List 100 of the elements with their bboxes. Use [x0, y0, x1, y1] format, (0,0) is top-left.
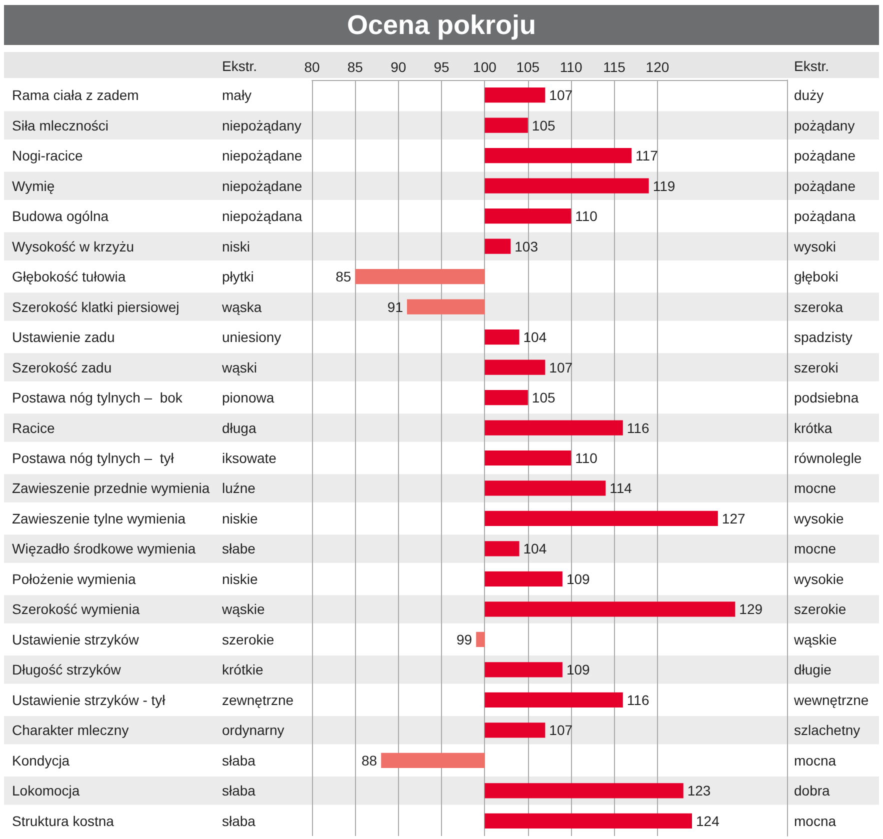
y-tick-label: Struktura kostna [12, 812, 114, 829]
text: wąska [221, 298, 262, 315]
x-tick-label: 120 [646, 59, 670, 75]
y-tick-label: Szerokość wymienia [12, 601, 140, 618]
y-tick-label: Lokomocja [12, 782, 80, 799]
text: Ekstr. [222, 58, 258, 74]
bar [484, 450, 572, 466]
y-tick-label: Kondycja [12, 752, 70, 768]
data-label: 114 [610, 480, 632, 496]
y-tick-label: Siła mleczności [12, 117, 108, 134]
text: wewnętrzne [793, 692, 869, 708]
y-tick-label: Rama ciała z zadem [12, 87, 139, 104]
data-label: 107 [549, 722, 573, 738]
y-tick-label: Ustawienie zadu [12, 329, 115, 346]
text: Ekstr. [794, 58, 830, 74]
text: wąski [221, 359, 258, 376]
text: mały [222, 87, 252, 104]
text: mocna [794, 752, 836, 768]
bar [484, 178, 649, 194]
text: głęboki [794, 268, 838, 285]
text: pożądane [794, 178, 856, 194]
x-tick-label: 110 [560, 59, 582, 75]
text: dobra [794, 782, 830, 799]
text: szlachetny [794, 722, 860, 738]
text: niskie [222, 510, 258, 526]
x-tick-label: 85 [347, 59, 364, 75]
text: krótka [794, 420, 832, 436]
data-label: 104 [523, 329, 547, 346]
x-tick-label: 115 [603, 59, 626, 75]
y-tick-label: Charakter mleczny [12, 722, 129, 738]
text: zewnętrzne [222, 692, 294, 708]
y-tick-label: Budowa ogólna [12, 208, 109, 224]
bar [484, 329, 520, 345]
y-tick-label: Szerokość klatki piersiowej [12, 298, 180, 315]
text: wysokie [793, 510, 844, 526]
text: pożądana [794, 208, 856, 224]
text: mocne [794, 540, 836, 557]
bar [476, 632, 485, 647]
text: niepożądane [222, 178, 302, 194]
text: wąskie [793, 631, 838, 648]
bar [484, 390, 528, 406]
data-label: 116 [626, 692, 650, 708]
data-label: 109 [566, 662, 590, 678]
bar [484, 602, 736, 617]
data-label: 107 [549, 359, 573, 376]
text: pionowa [222, 390, 274, 406]
data-label: 107 [549, 87, 573, 104]
text: długa [222, 420, 256, 436]
bar [484, 813, 692, 828]
text: wysoki [793, 238, 836, 254]
text: krótkie [222, 662, 264, 678]
text: równolegle [794, 450, 862, 466]
text: szeroki [794, 359, 838, 376]
bar [484, 692, 623, 708]
y-tick-label: Wysokość w krzyżu [12, 238, 134, 254]
y-tick-label: Głębokość tułowia [12, 268, 126, 285]
text: płytki [222, 268, 254, 285]
y-tick-label: Zawieszenie tylne wymienia [12, 510, 186, 526]
y-tick-label: Wymię [12, 178, 55, 194]
text: pożądane [794, 148, 856, 164]
data-label: 91 [387, 298, 404, 315]
text: niepożądane [222, 148, 302, 164]
data-label: 104 [523, 540, 547, 557]
data-label: 85 [336, 268, 352, 285]
data-label: 117 [636, 148, 658, 164]
y-tick-label: Nogi-racice [12, 148, 84, 164]
data-label: 116 [626, 420, 650, 436]
data-label: 105 [532, 390, 556, 406]
text: szerokie [222, 631, 274, 648]
text: duży [794, 87, 824, 104]
text: słaba [222, 812, 256, 829]
text: niepożądana [222, 208, 302, 224]
y-tick-label: Postawa nóg tylnych – bok [12, 390, 184, 406]
bar [484, 510, 718, 526]
data-label: 109 [566, 570, 590, 587]
y-tick-label: Więzadło środkowe wymienia [12, 540, 196, 557]
x-tick-label: 90 [390, 59, 406, 75]
text: szerokie [794, 601, 846, 618]
text: szeroka [794, 298, 844, 315]
x-tick-label: 95 [434, 59, 450, 75]
y-tick-label: Długość strzyków [12, 662, 122, 678]
bar [407, 299, 485, 314]
data-label: 88 [362, 752, 378, 768]
text: mocna [794, 812, 836, 829]
x-tick-label: 100 [473, 59, 497, 75]
text: podsiebna [794, 390, 859, 406]
y-tick-label: Postawa nóg tylnych – tył [12, 450, 175, 466]
text: słaba [222, 752, 256, 768]
data-label: 110 [575, 208, 598, 224]
text: spadzisty [794, 329, 852, 346]
bar [355, 269, 485, 284]
text: wysokie [793, 570, 844, 587]
y-tick-label: Położenie wymienia [12, 570, 136, 587]
y-tick-label: Ustawienie strzyków - tył [12, 692, 166, 708]
data-label: 110 [575, 450, 598, 466]
text: słabe [222, 540, 256, 557]
data-label: 127 [722, 510, 746, 526]
text: niski [222, 238, 250, 254]
data-label: 124 [696, 812, 720, 829]
y-tick-label: Ustawienie strzyków [12, 631, 140, 648]
